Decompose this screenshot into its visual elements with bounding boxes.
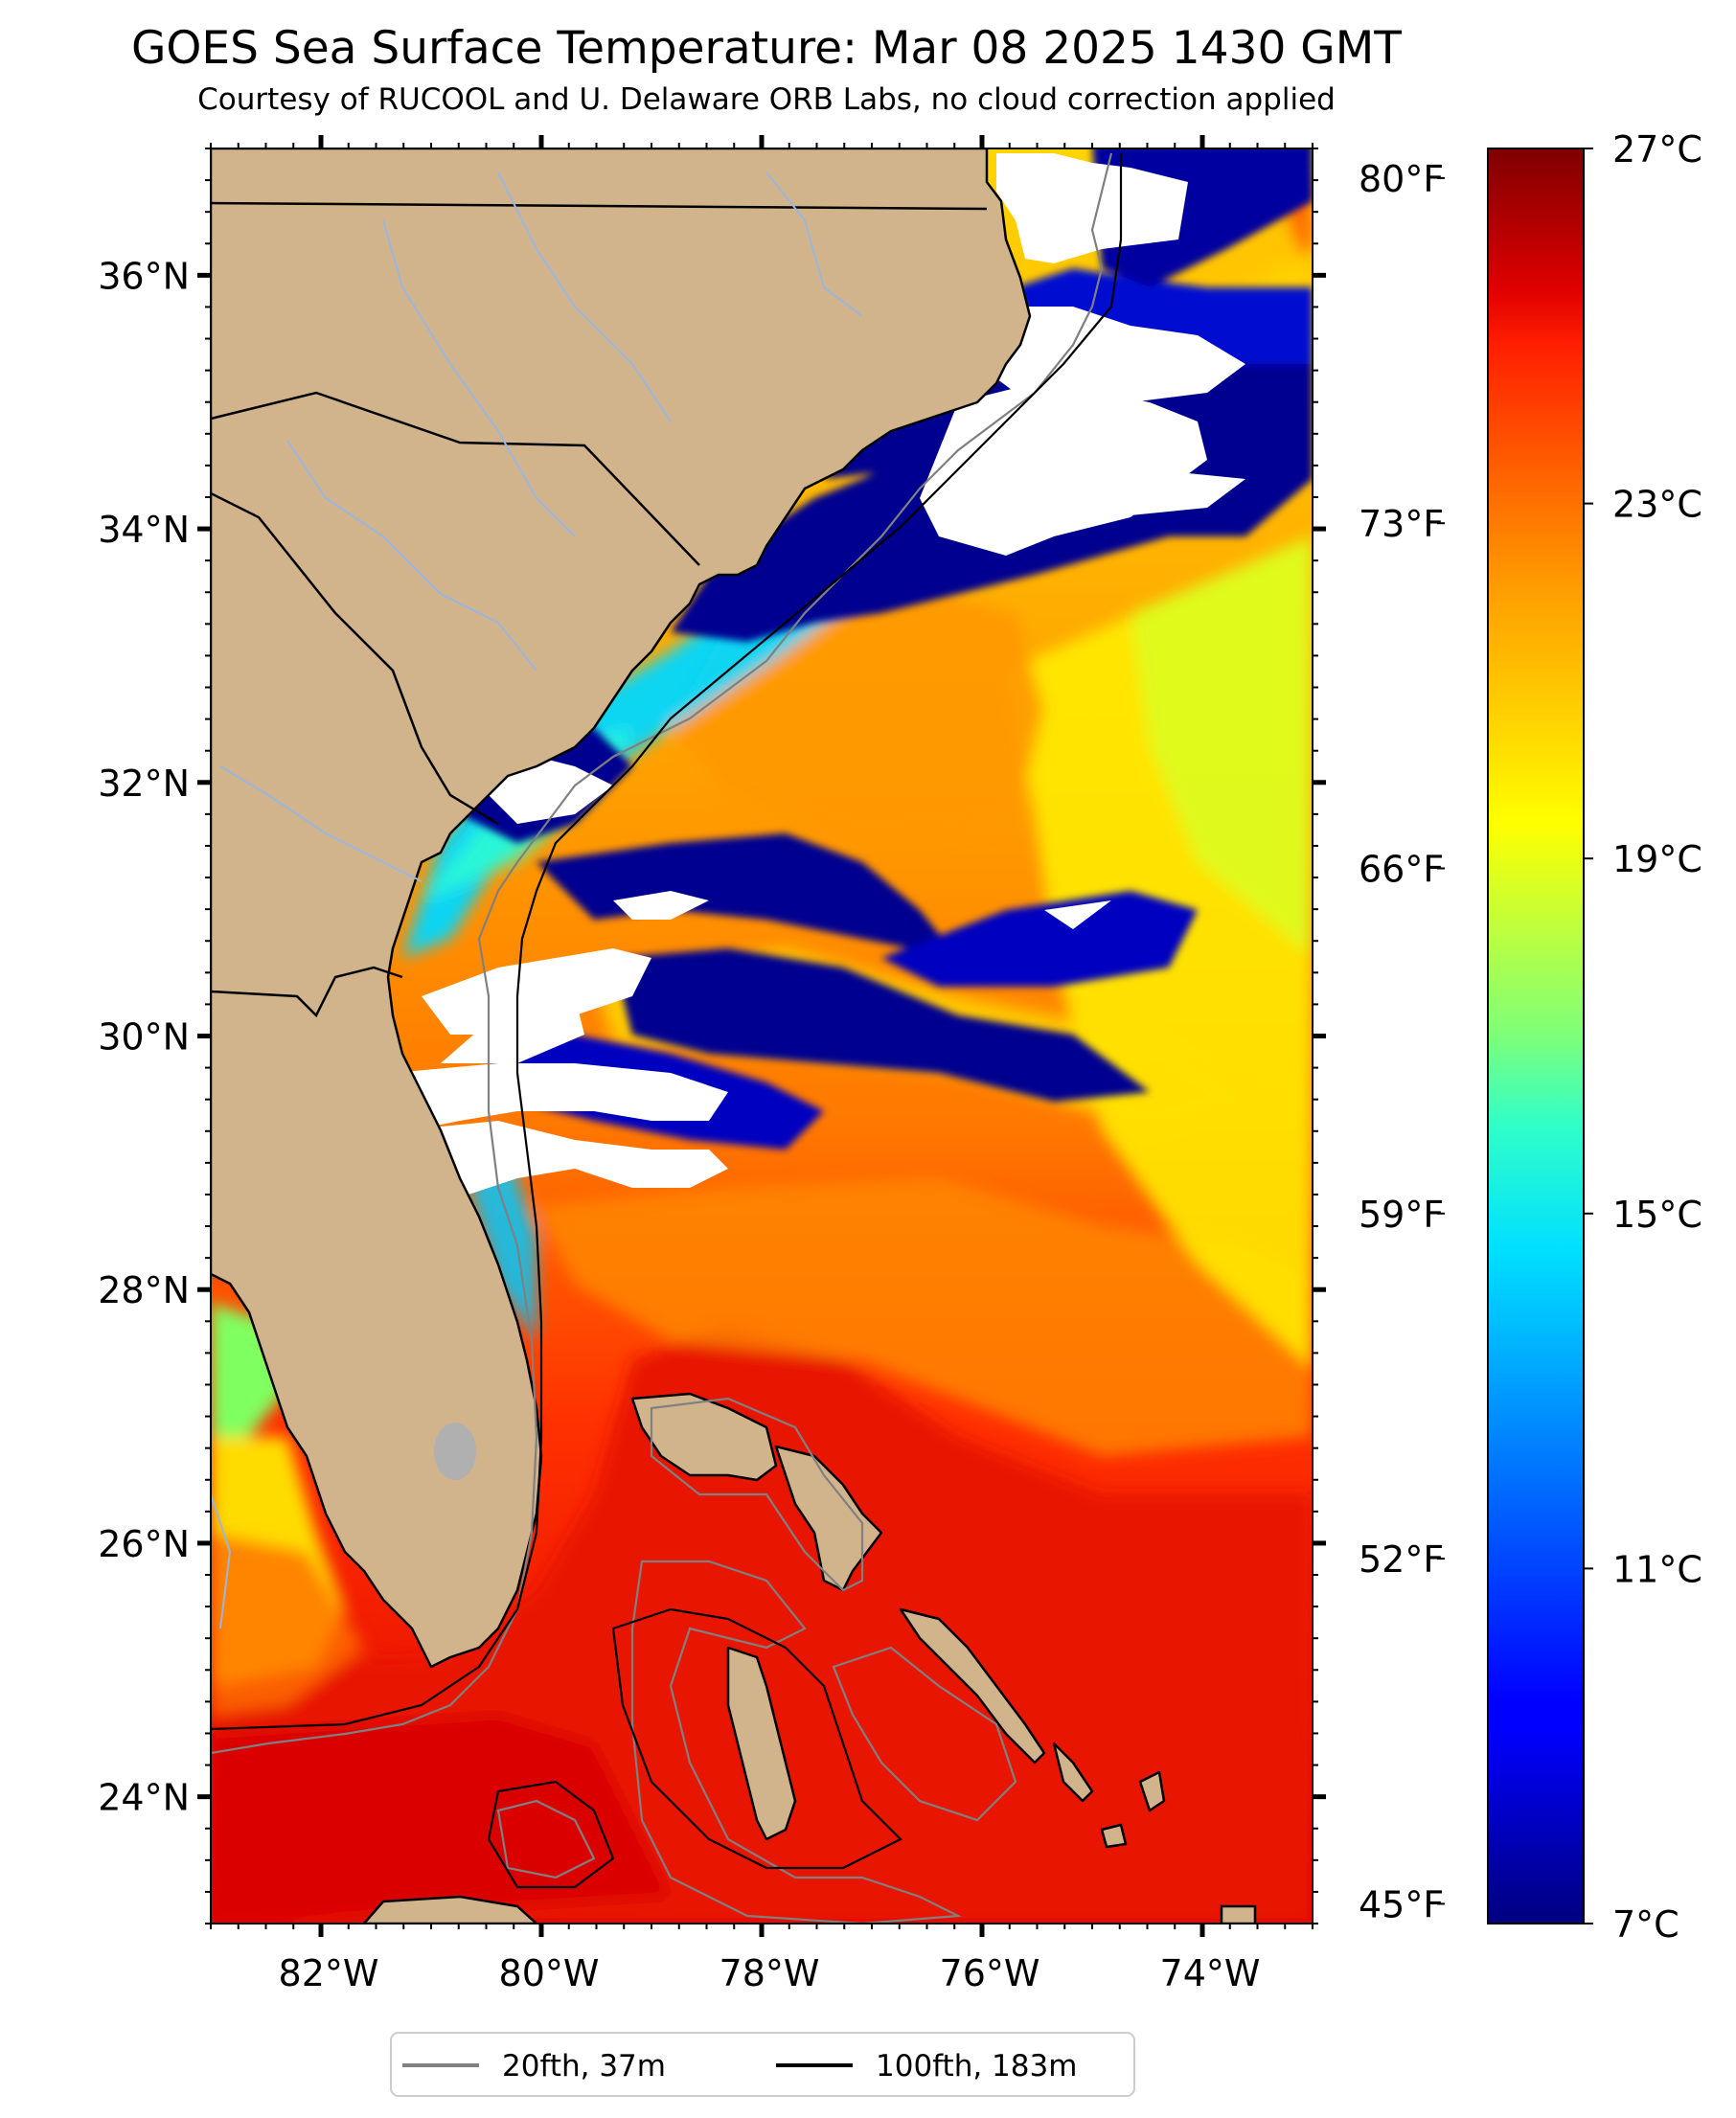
lat-label: 26°N <box>98 1523 190 1565</box>
colorbar-label: 19°C <box>1612 838 1702 880</box>
f-label: 73°F <box>1359 503 1444 545</box>
lat-label: 34°N <box>98 509 190 551</box>
rivers <box>211 171 863 1629</box>
legend-box <box>390 2032 1135 2097</box>
colorbar-label: 15°C <box>1612 1194 1702 1236</box>
colorbar-label: 27°C <box>1612 128 1702 171</box>
eleuthera <box>899 1607 1046 1765</box>
map-subtitle: Courtesy of RUCOOL and U. Delaware ORB L… <box>197 82 1336 117</box>
lon-label: 80°W <box>499 1952 600 1994</box>
lon-label: 74°W <box>1160 1952 1261 1994</box>
colorbar-labels: 27°C 23°C 19°C 15°C 11°C 7°C <box>1584 128 1702 1946</box>
f-label: 59°F <box>1359 1194 1444 1236</box>
us-mainland <box>211 148 1032 1669</box>
cloud-masked-areas <box>393 153 1245 1197</box>
f-label: 66°F <box>1359 848 1444 890</box>
lon-label: 78°W <box>720 1952 820 1994</box>
legend-label-100fth: 100fth, 183m <box>876 2049 1077 2084</box>
colorbar-gradient <box>1487 148 1585 1924</box>
colorbar-label: 11°C <box>1612 1548 1702 1590</box>
f-label: 52°F <box>1359 1538 1444 1581</box>
lat-label: 28°N <box>98 1269 190 1311</box>
latitude-axis: 36°N 34°N 32°N 30°N 28°N 26°N 24°N <box>98 148 1326 1924</box>
map-title: GOES Sea Surface Temperature: Mar 08 202… <box>131 22 1402 75</box>
grand-bahama <box>630 1392 778 1482</box>
sst-map <box>211 148 1313 1924</box>
land <box>211 148 1257 1924</box>
colorbar-label: 7°C <box>1612 1903 1679 1946</box>
state-borders <box>211 201 988 1018</box>
colorbar: 27°C 23°C 19°C 15°C 11°C 7°C <box>1487 128 1702 1946</box>
lat-label: 30°N <box>98 1016 190 1059</box>
legend: 20fth, 37m 100fth, 183m <box>390 2032 1135 2097</box>
lat-label: 36°N <box>98 255 190 297</box>
lat-label: 32°N <box>98 763 190 805</box>
f-label: 80°F <box>1359 158 1444 200</box>
colorbar-label: 23°C <box>1612 484 1702 526</box>
lat-label: 24°N <box>98 1777 190 1819</box>
andros <box>726 1646 797 1841</box>
abaco <box>774 1445 883 1592</box>
longitude-axis: 82°W 80°W 78°W 76°W 74°W <box>210 135 1313 1994</box>
fahrenheit-axis: 80°F 73°F 66°F 59°F 52°F 45°F <box>1359 158 1445 1925</box>
cuba <box>362 1895 538 1924</box>
f-label: 45°F <box>1359 1883 1444 1925</box>
lake-okeechobee <box>434 1423 476 1480</box>
lon-label: 76°W <box>940 1952 1040 1994</box>
legend-label-20fth: 20fth, 37m <box>502 2049 666 2084</box>
contour-100fth <box>211 153 1123 1889</box>
lon-label: 82°W <box>279 1952 379 1994</box>
